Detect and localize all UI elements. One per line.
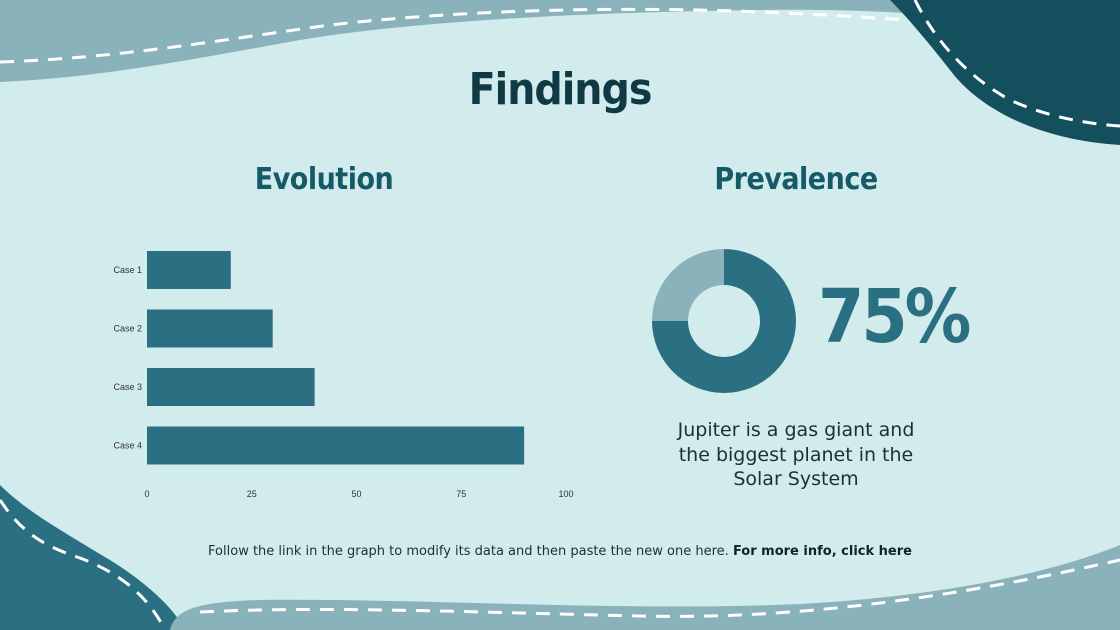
- bar-case-2: [147, 309, 273, 348]
- more-info-link[interactable]: For more info, click here: [732, 544, 912, 559]
- x-tick-label: 75: [456, 489, 466, 499]
- top-wave-shape: [0, 0, 1120, 82]
- prevalence-percent: 75%: [818, 274, 971, 360]
- top-wave-dashes: [0, 7, 1001, 64]
- y-tick-label: Case 2: [113, 324, 142, 334]
- bottom-wave-shape: [170, 545, 1120, 630]
- top-right-blob: [890, 0, 1120, 145]
- footer-text: Follow the link in the graph to modify i…: [208, 544, 729, 559]
- top-right-dashes: [913, 0, 1120, 128]
- bottom-left-dashes: [0, 499, 167, 630]
- x-tick-label: 25: [247, 489, 257, 499]
- x-tick-label: 50: [351, 489, 361, 499]
- y-tick-label: Case 4: [113, 441, 142, 451]
- bar-case-1: [147, 251, 231, 289]
- y-tick-label: Case 3: [113, 382, 142, 392]
- x-tick-label: 100: [558, 489, 573, 499]
- prevalence-description: Jupiter is a gas giant and the biggest p…: [677, 419, 915, 491]
- y-tick-label: Case 1: [113, 265, 142, 275]
- footer-note: Follow the link in the graph to modify i…: [0, 544, 1120, 559]
- prevalence-title: Prevalence: [714, 162, 878, 197]
- bar-case-3: [147, 368, 315, 406]
- evolution-title: Evolution: [254, 162, 394, 197]
- x-tick-label: 0: [144, 489, 149, 499]
- donut-slice-1: [652, 249, 724, 321]
- bar-case-4: [147, 426, 525, 465]
- bottom-wave-dashes: [199, 558, 1120, 618]
- donut-slice-0: [652, 249, 796, 393]
- page-title: Findings: [468, 64, 653, 115]
